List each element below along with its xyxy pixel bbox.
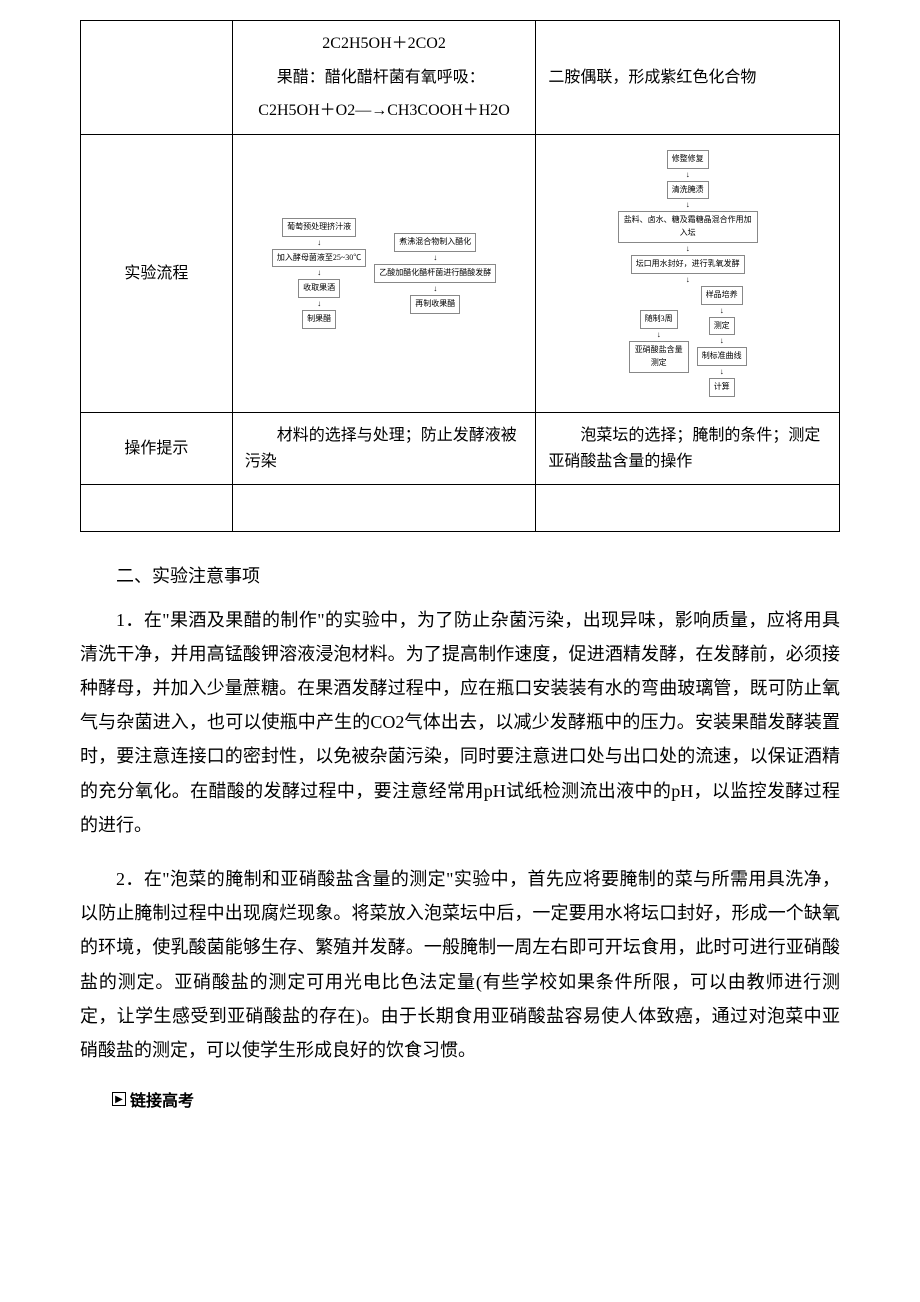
left-flow-diagram: 葡萄预处理挤汁液 ↓ 加入酵母菌液至25~30℃ ↓ 收取果酒 ↓ 制果醋 煮沸… <box>245 208 524 339</box>
flow-box: 清洗腌渍 <box>667 181 709 200</box>
empty-cell <box>232 485 536 532</box>
flow-arrow: ↓ <box>686 171 690 179</box>
flow-box: 制果醋 <box>302 310 336 329</box>
formula1: 2C2H5OH＋2CO2 <box>245 31 524 57</box>
flow-arrow: ↓ <box>657 331 661 339</box>
experiment-table: 2C2H5OH＋2CO2 果醋：醋化醋杆菌有氧呼吸： C2H5OH＋O2—→CH… <box>80 20 840 532</box>
row1-mid-cell: 2C2H5OH＋2CO2 果醋：醋化醋杆菌有氧呼吸： C2H5OH＋O2—→CH… <box>232 21 536 135</box>
paragraph-1: 1．在"果酒及果醋的制作"的实验中，为了防止杂菌污染，出现异味，影响质量，应将用… <box>80 603 840 842</box>
flow-box: 亚硝酸盐含量测定 <box>629 341 689 373</box>
flow-arrow: ↓ <box>720 307 724 315</box>
flow-box: 葡萄预处理挤汁液 <box>282 218 356 237</box>
section-heading: 二、实验注意事项 <box>80 562 840 588</box>
row3-right-cell: 泡菜坛的选择；腌制的条件；测定亚硝酸盐含量的操作 <box>536 412 840 484</box>
row3-label: 操作提示 <box>124 440 188 457</box>
flow-box: 煮沸混合物制入醋化 <box>394 233 476 252</box>
row3-mid-text: 材料的选择与处理；防止发酵液被污染 <box>245 423 524 474</box>
left-flow-col2: 煮沸混合物制入醋化 ↓ 乙酸加醋化醋杆菌进行醋酸发酵 ↓ 再制收果醋 <box>374 233 496 313</box>
table-row-tips: 操作提示 材料的选择与处理；防止发酵液被污染 泡菜坛的选择；腌制的条件；测定亚硝… <box>81 412 840 484</box>
flow-arrow: ↓ <box>686 201 690 209</box>
row2-right-cell: 修整修复 ↓ 清洗腌渍 ↓ 盐料、卤水、糖及霜糖晶混合作用加入坛 ↓ 坛口用水封… <box>536 134 840 412</box>
table-row-flow: 实验流程 葡萄预处理挤汁液 ↓ 加入酵母菌液至25~30℃ ↓ 收取果酒 ↓ 制… <box>81 134 840 412</box>
flow-box: 修整修复 <box>667 150 709 169</box>
vinegar-label: 果醋：醋化醋杆菌有氧呼吸： <box>245 65 524 91</box>
flow-box: 随制3周 <box>640 310 678 329</box>
right-flow-diagram: 修整修复 ↓ 清洗腌渍 ↓ 盐料、卤水、糖及霜糖晶混合作用加入坛 ↓ 坛口用水封… <box>548 145 827 402</box>
row2-mid-cell: 葡萄预处理挤汁液 ↓ 加入酵母菌液至25~30℃ ↓ 收取果酒 ↓ 制果醋 煮沸… <box>232 134 536 412</box>
flow-arrow: ↓ <box>317 269 321 277</box>
flow-box: 计算 <box>709 378 735 397</box>
table-row-formulas: 2C2H5OH＋2CO2 果醋：醋化醋杆菌有氧呼吸： C2H5OH＋O2—→CH… <box>81 21 840 135</box>
flow-arrow: ↓ <box>433 254 437 262</box>
flow-box: 乙酸加醋化醋杆菌进行醋酸发酵 <box>374 264 496 283</box>
flow-arrow: ↓ <box>317 239 321 247</box>
flow-box: 盐料、卤水、糖及霜糖晶混合作用加入坛 <box>618 211 758 243</box>
row3-right-text: 泡菜坛的选择；腌制的条件；测定亚硝酸盐含量的操作 <box>548 423 827 474</box>
row1-right-text: 二胺偶联，形成紫红色化合物 <box>548 69 756 86</box>
left-flow-col1: 葡萄预处理挤汁液 ↓ 加入酵母菌液至25~30℃ ↓ 收取果酒 ↓ 制果醋 <box>272 218 366 329</box>
formula2: C2H5OH＋O2—→CH3COOH＋H2O <box>245 98 524 124</box>
link-text: 链接高考 <box>130 1087 194 1111</box>
row3-mid-cell: 材料的选择与处理；防止发酵液被污染 <box>232 412 536 484</box>
flow-branch-left: 随制3周 ↓ 亚硝酸盐含量测定 <box>629 310 689 372</box>
table-row-empty <box>81 485 840 532</box>
row2-label-cell: 实验流程 <box>81 134 233 412</box>
flow-box: 制标准曲线 <box>697 347 747 366</box>
flow-box: 加入酵母菌液至25~30℃ <box>272 249 366 268</box>
link-heading: ▶ 链接高考 <box>112 1087 840 1111</box>
flow-branch: 随制3周 ↓ 亚硝酸盐含量测定 样品培养 ↓ 测定 ↓ 制标准曲线 ↓ 计算 <box>629 286 747 397</box>
flow-arrow: ↓ <box>433 285 437 293</box>
flow-box: 再制收果醋 <box>410 295 460 314</box>
flow-box: 收取果酒 <box>298 279 340 298</box>
flow-box: 样品培养 <box>701 286 743 305</box>
row1-right-cell: 二胺偶联，形成紫红色化合物 <box>536 21 840 135</box>
row3-label-cell: 操作提示 <box>81 412 233 484</box>
flow-branch-right: 样品培养 ↓ 测定 ↓ 制标准曲线 ↓ 计算 <box>697 286 747 397</box>
flow-arrow: ↓ <box>686 245 690 253</box>
paragraph-2: 2．在"泡菜的腌制和亚硝酸盐含量的测定"实验中，首先应将要腌制的菜与所需用具洗净… <box>80 862 840 1067</box>
empty-cell <box>81 485 233 532</box>
empty-cell <box>536 485 840 532</box>
row2-label: 实验流程 <box>124 265 188 282</box>
flow-arrow: ↓ <box>720 337 724 345</box>
flow-box: 测定 <box>709 317 735 336</box>
flow-arrow: ↓ <box>317 300 321 308</box>
flow-arrow: ↓ <box>686 276 690 284</box>
flow-arrow: ↓ <box>720 368 724 376</box>
flow-box: 坛口用水封好，进行乳氧发酵 <box>631 255 745 274</box>
play-icon: ▶ <box>112 1092 126 1106</box>
row1-label-cell <box>81 21 233 135</box>
